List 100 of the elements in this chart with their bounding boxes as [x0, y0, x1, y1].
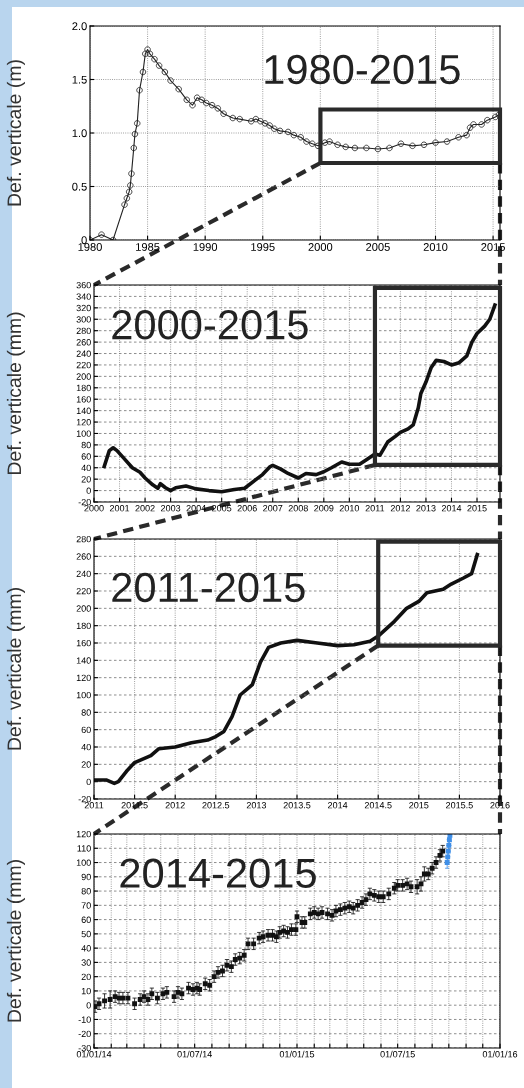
y-tick-label: 1.5 — [72, 75, 87, 84]
x-tick-label: 2015 — [409, 802, 429, 809]
x-tick-label: 2015.5 — [446, 802, 473, 809]
y-tick-label: -20 — [78, 1030, 91, 1038]
x-tick-label: 2002 — [135, 505, 155, 512]
y-tick-label: 90 — [81, 873, 91, 881]
x-tick-label: 2013.5 — [283, 802, 311, 809]
x-tick-label: 1985 — [136, 243, 160, 251]
y-tick-label: 20 — [81, 761, 91, 768]
x-tick-label: 1995 — [251, 243, 275, 251]
y-tick-label: 40 — [81, 464, 91, 472]
y-tick-label: 10 — [81, 987, 91, 995]
x-tick-label: 2012 — [390, 505, 410, 512]
y-tick-label: 100 — [76, 859, 91, 866]
line-series — [94, 552, 480, 786]
y-tick-label: 80 — [81, 441, 91, 449]
y-tick-label: 280 — [76, 327, 91, 335]
x-tick-label: 2000 — [84, 505, 104, 512]
annotation: 1980-2015 — [265, 54, 460, 85]
y-tick-label: 160 — [76, 639, 91, 647]
y-tick-label: 20 — [81, 973, 91, 981]
x-tick-label: 2014 — [328, 802, 348, 809]
x-tick-label: 2010 — [423, 243, 448, 251]
x-tick-label: 2013 — [416, 505, 436, 512]
y-tick-label: 260 — [76, 553, 91, 560]
y-tick-label: 100 — [76, 430, 91, 437]
y-tick-label: 120 — [76, 674, 91, 682]
y-tick-label: 80 — [81, 888, 91, 895]
y-tick-label: 140 — [76, 407, 91, 414]
y-tick-label: -20 — [78, 795, 91, 803]
annotation: 2000-2015 — [112, 310, 308, 340]
y-tick-label: 0 — [86, 1002, 91, 1009]
y-axis-title: Def. verticale (mm) — [6, 860, 25, 1022]
y-tick-label: 180 — [76, 622, 91, 630]
y-tick-label: 60 — [81, 726, 91, 734]
x-tick-label: 2015 — [481, 243, 505, 251]
x-tick-label: 2014 — [441, 505, 462, 512]
x-tick-label: 2004 — [186, 505, 206, 512]
y-tick-label: 60 — [81, 453, 91, 460]
y-tick-label: 40 — [81, 743, 91, 751]
y-tick-label: 60 — [81, 916, 91, 923]
y-tick-label: 140 — [76, 657, 91, 664]
y-tick-label: 100 — [76, 691, 91, 699]
x-tick-label: 01/01/14 — [76, 1050, 112, 1058]
x-tick-label: 2000 — [308, 243, 333, 251]
y-tick-label: -30 — [78, 1044, 91, 1052]
y-tick-label: 30 — [81, 959, 91, 966]
y-tick-label: 0 — [86, 778, 91, 786]
y-tick-label: 20 — [81, 476, 91, 483]
y-tick-label: 0 — [86, 487, 91, 494]
y-tick-label: 260 — [76, 339, 91, 346]
x-tick-label: 01/07/14 — [177, 1050, 212, 1058]
y-tick-label: 240 — [76, 570, 91, 578]
y-tick-label: -20 — [78, 498, 91, 506]
y-tick-label: 180 — [76, 384, 91, 392]
x-tick-label: 2012 — [165, 802, 185, 809]
y-tick-label: 40 — [81, 945, 91, 952]
y-tick-label: 200 — [76, 373, 91, 380]
y-tick-label: 360 — [76, 281, 91, 289]
x-tick-label: 2003 — [161, 505, 181, 512]
x-tick-label: 2011 — [84, 802, 104, 809]
y-tick-label: 200 — [76, 605, 91, 612]
x-tick-label: 2012.5 — [202, 802, 230, 809]
x-tick-label: 2010 — [339, 505, 360, 512]
x-tick-label: 01/01/16 — [482, 1050, 518, 1058]
y-axis-title: Def. verticale (mm) — [6, 588, 25, 750]
x-tick-label: 1980 — [78, 243, 102, 251]
x-tick-label: 2008 — [288, 505, 308, 512]
y-tick-label: 320 — [76, 304, 91, 312]
line-series — [102, 303, 497, 494]
y-axis-title: Def. verticale (m) — [6, 60, 25, 206]
y-tick-label: 340 — [76, 293, 91, 300]
y-tick-label: 280 — [76, 535, 91, 543]
y-tick-label: 220 — [76, 361, 91, 369]
x-tick-label: 01/01/15 — [279, 1050, 315, 1058]
x-tick-label: 1990 — [193, 243, 218, 251]
x-tick-label: 2007 — [263, 505, 283, 512]
y-tick-label: 160 — [76, 396, 91, 403]
y-tick-label: 80 — [81, 709, 91, 716]
y-tick-label: 110 — [77, 845, 91, 852]
x-tick-label: 2011 — [365, 505, 385, 512]
y-tick-label: 0.5 — [72, 182, 87, 191]
x-tick-label: 2001 — [109, 505, 130, 512]
x-tick-label: 2009 — [314, 505, 334, 512]
x-tick-label: 2006 — [237, 505, 257, 512]
y-tick-label: 0 — [81, 236, 87, 245]
y-tick-label: 120 — [76, 419, 91, 426]
y-tick-label: 2.0 — [72, 22, 87, 31]
x-tick-label: 2015 — [467, 505, 487, 512]
x-tick-label: 2016 — [490, 802, 510, 809]
y-tick-label: 300 — [76, 316, 91, 323]
y-tick-label: -10 — [78, 1016, 91, 1023]
x-tick-label: 2014.5 — [364, 802, 392, 809]
x-tick-label: 2013 — [246, 802, 267, 809]
x-tick-label: 2005 — [366, 243, 390, 251]
y-axis-title: Def. verticale (mm) — [6, 312, 25, 475]
y-tick-label: 120 — [76, 830, 91, 838]
y-tick-label: 220 — [76, 587, 91, 595]
y-tick-label: 1.0 — [72, 129, 87, 138]
annotation: 2014-2015 — [120, 858, 316, 888]
